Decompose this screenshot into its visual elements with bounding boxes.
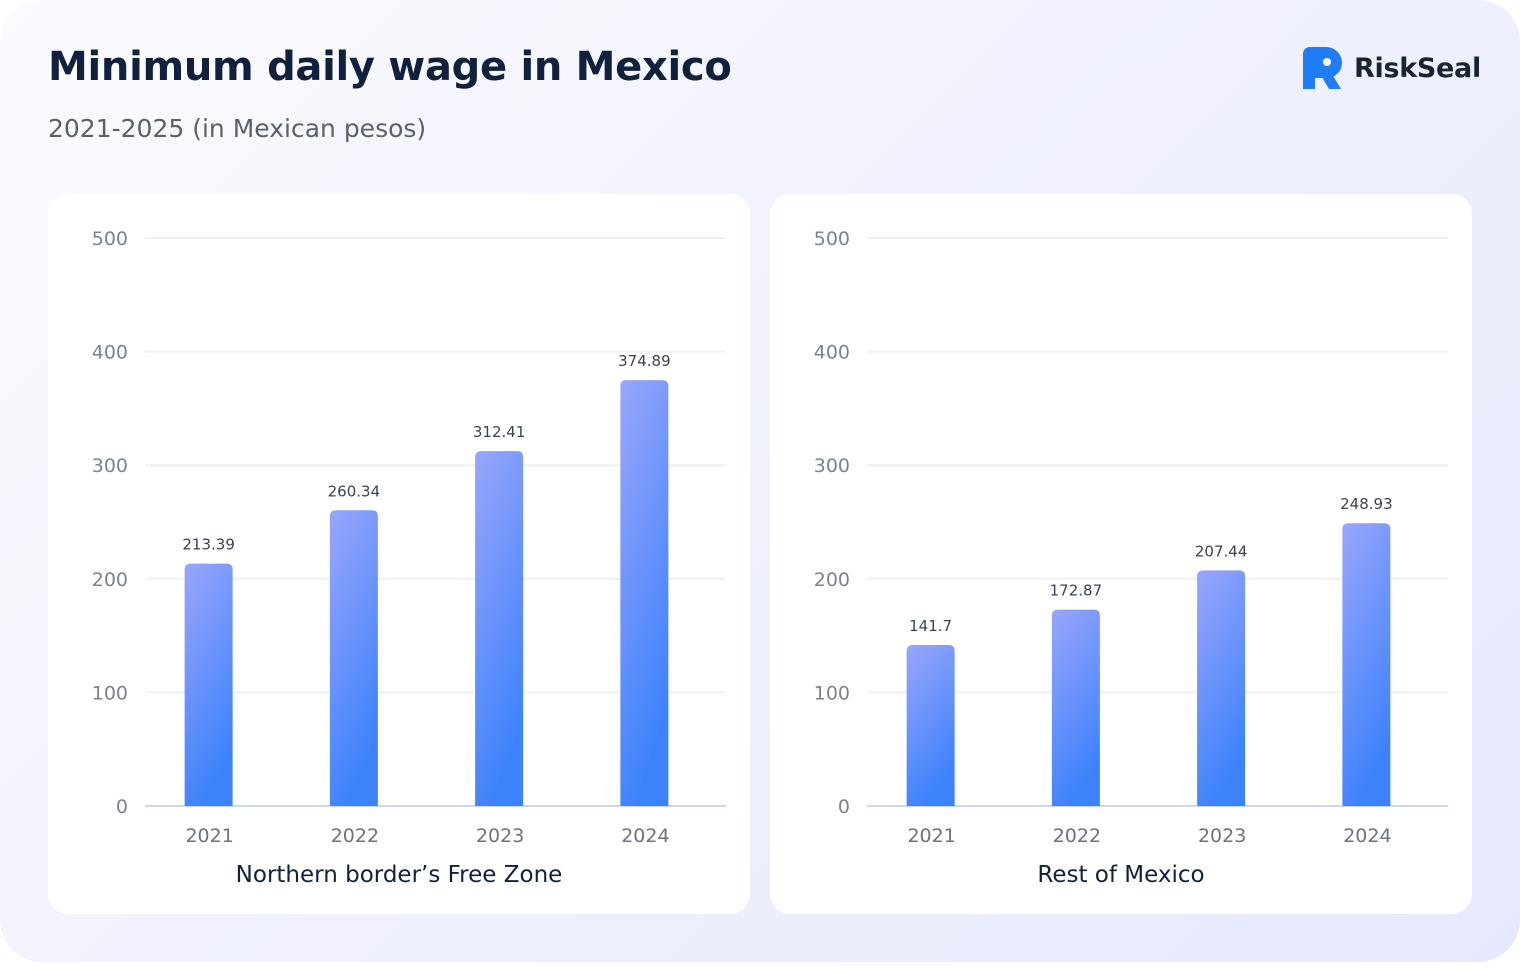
x-tick-label: 2024: [1343, 825, 1391, 847]
chart-card-rest-of-mexico: 0 100 200 300 400 500 141.7 2021 172.87 2022 207.4…: [770, 194, 1472, 914]
x-tick-label: 2024: [621, 825, 669, 847]
x-tick-label: 2021: [907, 825, 955, 847]
chart-title-free-zone: Northern border’s Free Zone: [235, 862, 563, 888]
y-tick-label: 200: [92, 569, 128, 591]
y-tick-label: 300: [814, 455, 850, 477]
bar: [1197, 570, 1246, 806]
y-tick-label: 200: [814, 569, 850, 591]
chart-card-free-zone: 0 100 200 300 400 500 213.39 2021 260.34 2022 312.…: [48, 194, 750, 914]
y-tick-label: 0: [116, 796, 128, 818]
data-label: 141.7: [909, 617, 952, 635]
y-tick-label: 400: [92, 342, 128, 364]
x-tick-label: 2022: [1053, 825, 1101, 847]
data-label: 312.41: [473, 423, 526, 441]
bar-chart-rest-of-mexico: 0 100 200 300 400 500 141.7 2021 172.87 2022 207.4…: [814, 228, 1448, 847]
bar-chart-free-zone: 0 100 200 300 400 500 213.39 2021 260.34 2022 312.…: [92, 228, 726, 847]
y-tick-label: 100: [92, 682, 128, 704]
bar: [1342, 523, 1391, 806]
y-tick-label: 500: [814, 228, 850, 250]
bar: [906, 645, 955, 806]
bar: [475, 451, 524, 806]
x-tick-label: 2023: [1198, 825, 1246, 847]
y-tick-label: 500: [92, 228, 128, 250]
x-tick-label: 2022: [331, 825, 379, 847]
riskseal-logo-icon: [1302, 47, 1342, 89]
data-label: 374.89: [618, 352, 671, 370]
data-label: 207.44: [1195, 542, 1248, 560]
page-subtitle: 2021-2025 (in Mexican pesos): [48, 114, 427, 143]
bar: [329, 510, 378, 806]
data-label: 172.87: [1050, 582, 1103, 600]
data-label: 260.34: [328, 482, 381, 500]
y-tick-label: 0: [838, 796, 850, 818]
brand-logo: RiskSeal: [1302, 47, 1481, 89]
data-label: 213.39: [182, 536, 235, 554]
bar: [1051, 609, 1100, 806]
bar: [184, 563, 233, 806]
page-title: Minimum daily wage in Mexico: [48, 44, 732, 90]
data-label: 248.93: [1340, 495, 1393, 513]
x-tick-label: 2023: [476, 825, 524, 847]
bar: [620, 380, 669, 806]
y-tick-label: 100: [814, 682, 850, 704]
y-tick-label: 300: [92, 455, 128, 477]
y-tick-label: 400: [814, 342, 850, 364]
x-tick-label: 2021: [185, 825, 233, 847]
chart-title-rest-of-mexico: Rest of Mexico: [1037, 862, 1205, 888]
brand-name: RiskSeal: [1354, 52, 1481, 84]
